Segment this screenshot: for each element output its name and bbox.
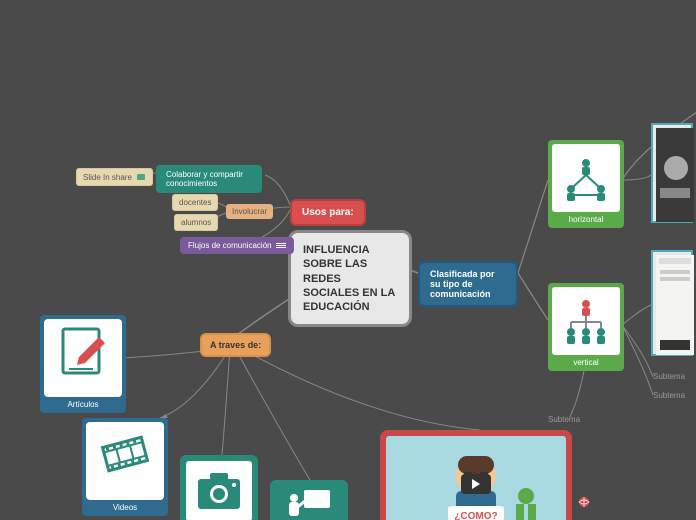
videos-card[interactable]: Videos [82, 418, 168, 516]
subtema1-label: Subtema [653, 372, 685, 381]
subtema-2[interactable]: Subtema [653, 391, 685, 400]
usos-label: Usos para: [302, 207, 354, 218]
flujos-label: Flujos de comunicación [188, 241, 272, 250]
vertical-icon-box [552, 287, 620, 355]
subtema-1[interactable]: Subtema [653, 372, 685, 381]
horizontal-card[interactable]: horizontal [548, 140, 624, 228]
docentes-label: docentes [179, 198, 211, 207]
video-thumbnail: ¿COMO? [386, 436, 566, 520]
globe-icon [578, 496, 590, 508]
slide-label: Slide In share [83, 173, 132, 182]
horizontal-network-icon [559, 151, 613, 205]
play-button[interactable] [461, 474, 491, 494]
usos-node[interactable]: Usos para: [290, 199, 366, 226]
globe-badge [578, 495, 590, 513]
articulos-icon-box [44, 319, 122, 397]
subtema2-label: Subtema [653, 391, 685, 400]
horizontal-icon-box [552, 144, 620, 212]
vertical-hierarchy-icon [559, 294, 613, 348]
articulos-card[interactable]: Artículos [40, 315, 126, 413]
subtema-3[interactable]: Subtema [548, 415, 580, 424]
alumnos-node[interactable]: alumnos [174, 214, 218, 231]
menu-icon [276, 242, 286, 249]
clasificada-label: Clasificada por su tipo de comunicación [430, 269, 495, 299]
thumbnail-1[interactable] [651, 123, 693, 223]
involucrar-node[interactable]: Involucrar [226, 204, 273, 219]
central-topic[interactable]: INFLUENCIA SOBRE LAS REDES SOCIALES EN L… [288, 230, 412, 327]
docentes-node[interactable]: docentes [172, 194, 218, 211]
video-embed[interactable]: ¿COMO? [380, 430, 572, 520]
involucrar-label: Involucrar [232, 207, 267, 216]
colaborar-node[interactable]: Colaborar y compartir conocimientos [156, 165, 262, 193]
film-strip-icon [97, 426, 153, 482]
clasificada-node[interactable]: Clasificada por su tipo de comunicación [418, 261, 518, 307]
videos-icon-box [86, 422, 164, 500]
camera-card[interactable] [180, 455, 258, 520]
horizontal-label: horizontal [552, 215, 620, 224]
central-text: INFLUENCIA SOBRE LAS REDES SOCIALES EN L… [303, 244, 395, 313]
alumnos-label: alumnos [181, 218, 211, 227]
flujos-node[interactable]: Flujos de comunicación [180, 237, 294, 254]
vertical-card[interactable]: vertical [548, 283, 624, 371]
document-pencil-icon [55, 323, 111, 379]
thumb1-content [656, 128, 694, 222]
thumbnail-2[interactable] [651, 250, 693, 356]
subtema3-label: Subtema [548, 415, 580, 424]
camera-icon-box [186, 461, 252, 520]
colaborar-label: Colaborar y compartir conocimientos [166, 170, 243, 188]
slide-icon [136, 172, 146, 182]
presentation-icon-box [276, 486, 342, 520]
atraves-node[interactable]: A traves de: [200, 333, 271, 357]
atraves-label: A traves de: [210, 340, 261, 350]
slide-node[interactable]: Slide In share [76, 168, 153, 186]
presentation-icon [284, 488, 334, 520]
camera-icon [194, 469, 244, 513]
articulos-label: Artículos [44, 400, 122, 409]
videos-label: Videos [86, 503, 164, 512]
presentation-card[interactable] [270, 480, 348, 520]
thumb2-content [656, 255, 694, 355]
play-icon [472, 479, 480, 489]
vertical-label: vertical [552, 358, 620, 367]
svg-text:¿COMO?: ¿COMO? [454, 511, 497, 520]
